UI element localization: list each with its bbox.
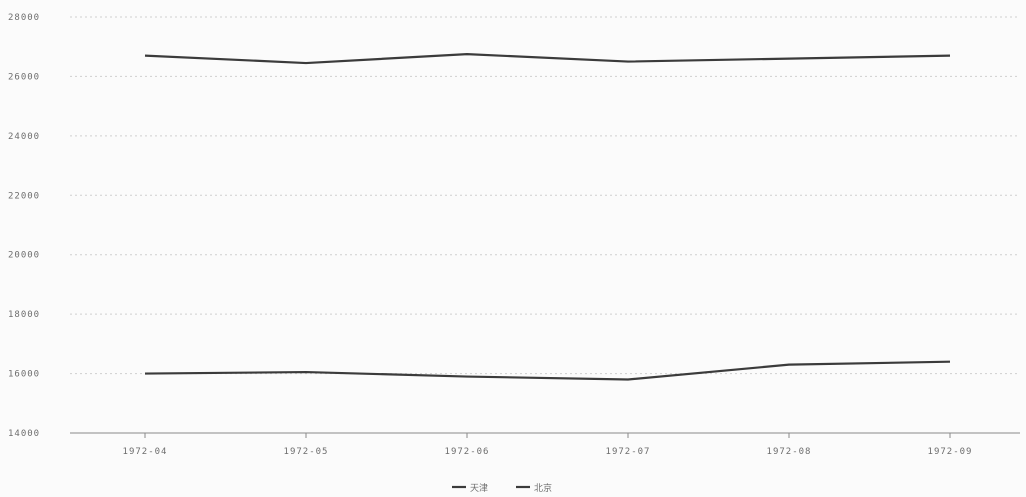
series-line <box>144 360 951 381</box>
legend-label: 北京 <box>534 482 552 494</box>
x-tick-label: 1972-06 <box>445 447 490 457</box>
x-tick-label: 1972-08 <box>767 447 812 457</box>
grid-lines <box>70 16 1020 375</box>
x-tick-label: 1972-05 <box>284 447 329 457</box>
y-tick-label: 14000 <box>8 429 40 439</box>
x-tick-label: 1972-09 <box>928 447 973 457</box>
x-tick-label: 1972-04 <box>123 447 168 457</box>
y-tick-label: 18000 <box>8 310 40 320</box>
series-line <box>144 53 951 65</box>
y-tick-label: 24000 <box>8 132 40 142</box>
y-tick-label: 20000 <box>8 251 40 261</box>
x-tick-labels: 1972-04 1972-05 1972-06 1972-07 1972-08 1972-… <box>123 447 973 457</box>
series-lines <box>144 53 951 381</box>
legend: 天津 北京 <box>452 482 552 494</box>
x-axis <box>70 432 1020 438</box>
y-tick-label: 28000 <box>8 13 40 23</box>
y-tick-label: 16000 <box>8 370 40 380</box>
y-tick-label: 26000 <box>8 72 40 82</box>
legend-label: 天津 <box>470 483 488 494</box>
x-tick-label: 1972-07 <box>606 447 651 457</box>
y-tick-labels: 14000 16000 18000 20000 22000 24000 26000 28000 <box>8 13 40 439</box>
y-tick-label: 22000 <box>8 191 40 201</box>
